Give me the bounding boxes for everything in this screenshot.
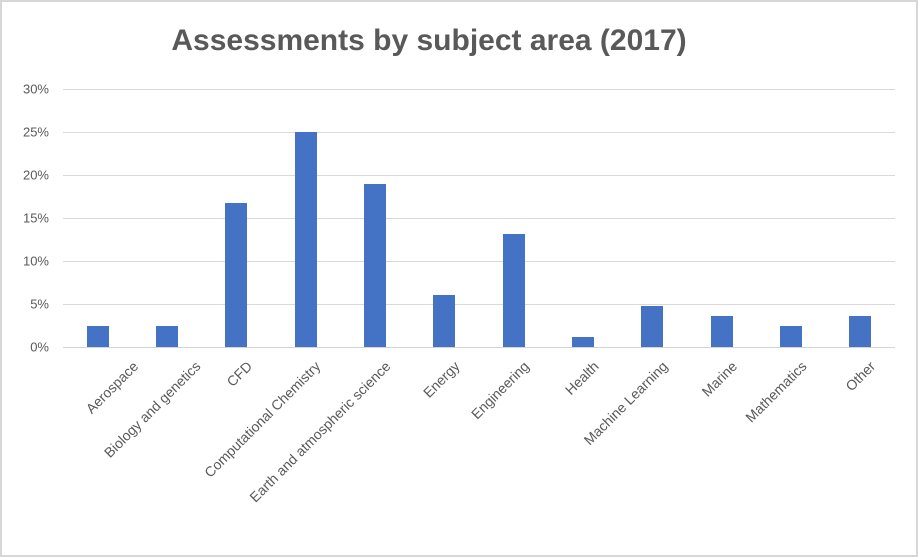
plot-area [63, 88, 895, 348]
y-tick-label: 0% [30, 339, 49, 355]
gridline [63, 217, 895, 219]
gridline [63, 303, 895, 305]
gridline [63, 88, 895, 90]
bar [364, 183, 386, 347]
gridline [63, 174, 895, 176]
bar [156, 326, 178, 347]
bar [502, 234, 525, 347]
gridline [63, 260, 895, 262]
y-tick-label: 30% [22, 81, 49, 97]
bar [849, 316, 872, 347]
bar [780, 326, 802, 347]
bar [433, 295, 456, 347]
y-tick-label: 20% [22, 167, 49, 183]
bar [86, 326, 109, 347]
y-tick-label: 15% [22, 210, 49, 226]
x-axis: Aerospace Biology and genetics CFD Computat… [82, 358, 879, 506]
y-axis: 0% 5% 10% 15% 20% 25% 30% [2, 83, 49, 354]
bar [294, 132, 317, 347]
x-axis-line [63, 346, 895, 348]
y-tick-label: 10% [22, 253, 49, 269]
y-tick-label: 25% [22, 124, 49, 140]
bar [225, 203, 248, 347]
bar [572, 336, 594, 347]
bar [710, 316, 733, 347]
chart-title: Assessments by subject area (2017) [171, 24, 687, 57]
y-tick-label: 5% [30, 296, 49, 312]
bar [641, 305, 664, 347]
gridline [63, 131, 895, 133]
